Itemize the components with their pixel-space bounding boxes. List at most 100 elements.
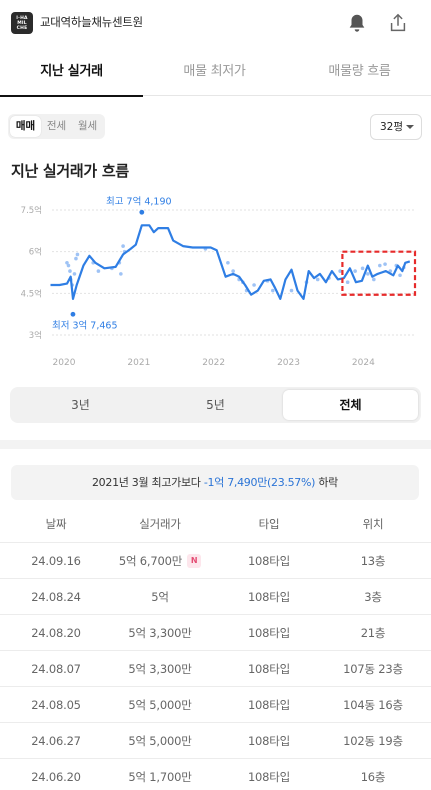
table-row[interactable]: 24.08.05 5억 5,000만 108타입 104동 16층 [0, 687, 431, 723]
transaction-dot [270, 288, 275, 293]
deal-location: 3층 [364, 589, 382, 604]
cell-deal-date: 24.08.05 [0, 687, 112, 722]
transaction-dot [74, 256, 78, 261]
transaction-dot [360, 266, 365, 271]
transaction-dot [398, 273, 402, 278]
table-body: 24.09.16 5억 6,700만 N 108타입 13층 24.08.24 5억 108타… [0, 543, 431, 790]
deal-type: 108타입 [247, 769, 291, 784]
transaction-dot [345, 280, 350, 285]
recent-highlight-box [341, 250, 417, 296]
transaction-dot [383, 262, 387, 266]
transaction-dots [65, 210, 406, 317]
deal-type-monthly[interactable]: 월세 [77, 120, 98, 132]
logo-line: CHE [16, 25, 28, 31]
y-tick-label: 6억 [29, 247, 42, 258]
cell-deal-price: 5억 3,300만 [100, 615, 220, 650]
x-axis-ticks: 2020 2021 2022 2023 2024 [53, 358, 376, 368]
deal-date: 24.06.20 [31, 769, 81, 784]
cell-deal-location: 102동 19층 [315, 723, 431, 758]
tab-past-deals[interactable]: 지난 실거래 [0, 48, 143, 97]
deal-location: 104동 16층 [343, 697, 403, 712]
app-header: I·HA MIL CHE 교대역하늘채뉴센트원 [0, 0, 431, 48]
x-tick-label: 2021 [127, 358, 150, 368]
cell-deal-location: 16층 [315, 759, 431, 790]
deal-price: 5억 1,700만 [128, 769, 192, 784]
deal-type: 108타입 [247, 589, 291, 604]
cell-deal-price: 5억 5,000만 [100, 723, 220, 758]
brand-logo: I·HA MIL CHE [11, 12, 33, 34]
deal-price: 5억 6,700만 [118, 553, 183, 568]
deal-type-jeonse[interactable]: 전세 [46, 120, 67, 132]
deal-price: 5억 5,000만 [128, 697, 192, 712]
table-row[interactable]: 24.08.20 5억 3,300만 108타입 21층 [0, 615, 431, 651]
deal-date: 24.08.20 [31, 625, 81, 640]
section-title: 지난 실거래가 흐름 [11, 162, 129, 180]
transaction-dot [315, 277, 320, 282]
cell-deal-type: 108타입 [210, 579, 328, 614]
period-3y[interactable]: 3년 [71, 398, 90, 412]
y-tick-label: 7.5억 [21, 205, 42, 216]
tab-lowest-listing[interactable]: 매물 최저가 [183, 64, 246, 79]
tab-listing-volume[interactable]: 매물량 흐름 [328, 64, 391, 79]
new-badge: N [187, 553, 202, 568]
deal-price: 5억 [151, 589, 169, 604]
x-tick-label: 2020 [53, 358, 76, 368]
deal-date: 24.09.16 [31, 553, 81, 568]
logo-line: MIL [17, 20, 27, 26]
table-row[interactable]: 24.08.24 5억 108타입 3층 [0, 579, 431, 615]
x-tick-label: 2022 [202, 358, 225, 368]
peak-comparison-box: 2021년 3월 최고가보다 -1억 7,490만(23.57%) 하락 [11, 465, 419, 500]
max-point [139, 209, 145, 215]
cell-deal-date: 24.08.07 [0, 651, 112, 686]
deal-type-selector: 매매 전세 월세 [8, 114, 105, 139]
chart-grid [52, 209, 415, 336]
cell-deal-type: 108타입 [210, 687, 328, 722]
area-dropdown[interactable]: 32평 [370, 114, 422, 140]
price-chart: 7.5억 6억 4.5억 3억 2020 2021 2022 2023 2024 최고 7억 … [21, 195, 417, 368]
deal-type-sale[interactable]: 매매 [10, 116, 41, 137]
x-tick-label: 2024 [352, 358, 375, 368]
cell-deal-type: 108타입 [210, 543, 328, 578]
table-row[interactable]: 24.06.27 5억 5,000만 108타입 102동 19층 [0, 723, 431, 759]
cell-deal-date: 24.08.24 [0, 579, 112, 614]
max-price-label: 최고 7억 4,190 [106, 195, 172, 207]
deal-price: 5억 5,000만 [128, 733, 192, 748]
transaction-dot [226, 260, 230, 265]
cell-deal-price: 5억 3,300만 [100, 651, 220, 686]
deal-location: 16층 [360, 769, 386, 784]
table-row[interactable]: 24.06.20 5억 1,700만 108타입 16층 [0, 759, 431, 790]
deal-date: 24.08.07 [31, 661, 81, 676]
cell-deal-date: 24.06.27 [0, 723, 112, 758]
table-row[interactable]: 24.08.07 5억 3,300만 108타입 107동 23층 [0, 651, 431, 687]
cell-deal-price: 5억 1,700만 [100, 759, 220, 790]
deal-date: 24.08.24 [31, 589, 81, 604]
compare-prefix: 2021년 3월 최고가보다 [91, 476, 201, 489]
transaction-dot [372, 277, 376, 282]
deal-price: 5억 3,300만 [128, 625, 192, 640]
transaction-dot [72, 272, 77, 276]
period-5y[interactable]: 5년 [206, 398, 225, 412]
cell-deal-location: 107동 23층 [315, 651, 431, 686]
period-all[interactable]: 전체 [283, 390, 418, 420]
deals-table: 날짜 실거래가 타입 위치 24.09.16 5억 6,700만 N 108타입 13층… [0, 505, 431, 790]
transaction-dot [75, 252, 80, 257]
x-tick-label: 2023 [277, 358, 300, 368]
period-selector: 3년 5년 전체 [10, 387, 421, 423]
bell-icon[interactable] [346, 12, 368, 34]
deal-type: 108타입 [247, 625, 291, 640]
min-point [70, 311, 76, 317]
deal-type: 108타입 [247, 697, 291, 712]
table-header-row: 날짜 실거래가 타입 위치 [0, 505, 431, 543]
y-tick-label: 3억 [29, 330, 42, 341]
cell-deal-type: 108타입 [210, 723, 328, 758]
col-location-header: 위치 [362, 516, 384, 531]
logo-line: I·HA [16, 15, 28, 21]
transaction-dot [96, 269, 101, 273]
cell-deal-date: 24.06.20 [0, 759, 112, 790]
cell-deal-date: 24.08.20 [0, 615, 112, 650]
caret-down-icon [406, 125, 414, 129]
transaction-dot [231, 269, 235, 273]
share-icon[interactable] [387, 12, 409, 34]
col-price-header: 실거래가 [139, 516, 181, 531]
table-row[interactable]: 24.09.16 5억 6,700만 N 108타입 13층 [0, 543, 431, 579]
